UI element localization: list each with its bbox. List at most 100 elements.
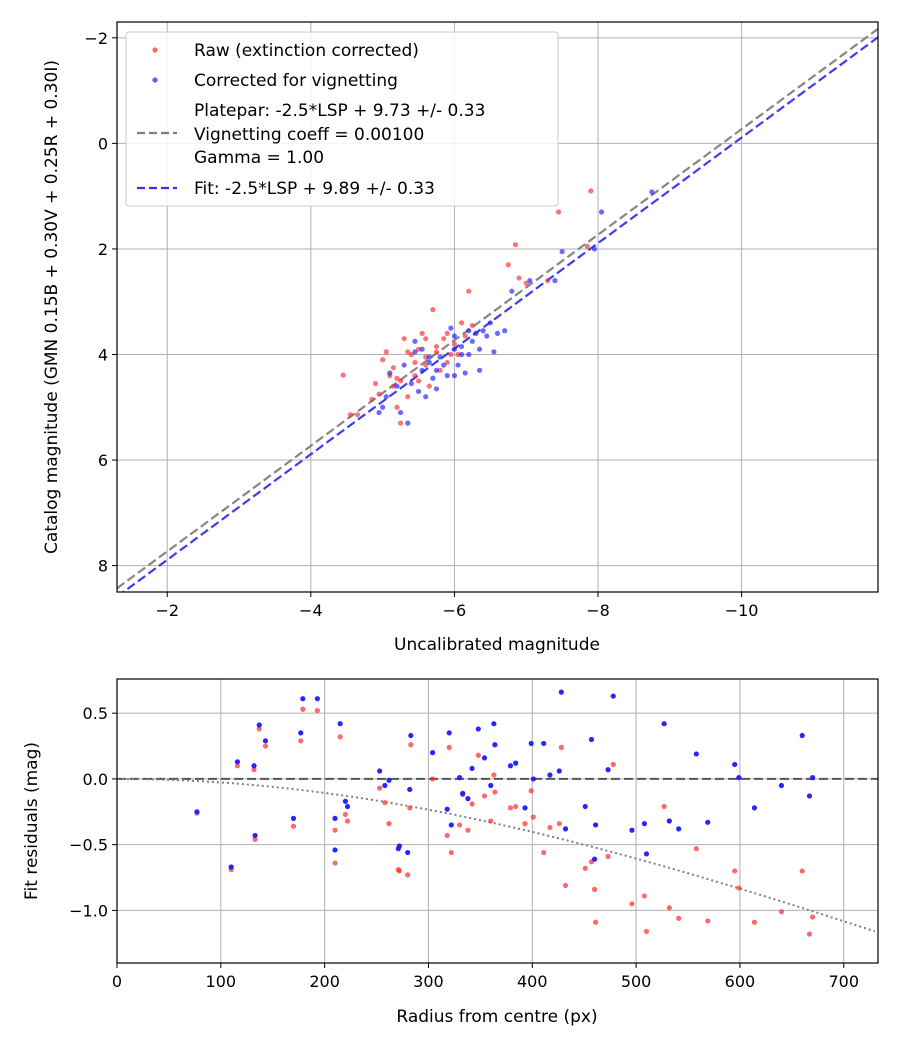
bottom-axes-frame (116, 678, 879, 964)
corrected-point (433, 386, 440, 392)
blue-residual-point (582, 803, 588, 810)
bottom-x-tick-label: 400 (517, 972, 548, 991)
blue-residual-point (556, 768, 562, 774)
corrected-point (430, 375, 436, 381)
corrected-point (426, 354, 432, 360)
raw-point (469, 322, 475, 329)
red-residual-point (475, 752, 481, 758)
corrected-point (476, 346, 483, 352)
corrected-point (527, 278, 533, 284)
legend-vignetting-label: Vignetting coeff = 0.00100 (194, 125, 424, 145)
top-x-axis-label: Uncalibrated magnitude (394, 635, 600, 655)
corrected-point (423, 394, 429, 400)
blue-residual-point (799, 732, 805, 739)
blue-residual-point (469, 765, 475, 772)
corrected-point (401, 362, 407, 368)
raw-point (369, 396, 375, 402)
vignetting-model-curve (117, 777, 876, 933)
legend-raw-marker (152, 47, 158, 53)
bottom-points (194, 689, 816, 937)
top-x-tick-label: −8 (586, 601, 610, 620)
corrected-point (455, 362, 461, 368)
corrected-point (380, 404, 386, 410)
raw-point (455, 351, 461, 358)
corrected-point (469, 338, 475, 344)
blue-residual-point (342, 798, 349, 804)
red-residual-point (806, 931, 813, 937)
raw-point (505, 262, 511, 268)
corrected-point (451, 333, 458, 339)
blue-residual-point (751, 805, 758, 811)
raw-point (588, 188, 594, 194)
raw-point (426, 383, 432, 389)
red-residual-point (337, 734, 343, 740)
blue-residual-point (228, 864, 234, 870)
top-ticks: −2 −4 −6 −8 −10 −2 0 2 4 6 8 (84, 29, 758, 620)
blue-residual-point (558, 689, 564, 695)
corrected-point (419, 367, 425, 373)
red-residual-point (314, 707, 320, 714)
blue-residual-point (377, 768, 383, 774)
legend-platepar-label: Platepar: -2.5*LSP + 9.73 +/- 0.33 (194, 101, 485, 121)
red-residual-point (386, 821, 392, 827)
blue-residual-point (448, 822, 454, 828)
corrected-point (405, 420, 411, 426)
red-residual-point (641, 893, 648, 899)
red-residual-point (591, 886, 598, 892)
raw-point (555, 209, 562, 215)
raw-point (412, 373, 418, 379)
blue-residual-point (444, 806, 450, 812)
top-fit-lines (117, 27, 878, 592)
blue-residual-point (332, 847, 338, 853)
corrected-point (412, 349, 418, 355)
bottom-y-tick-label: 0.0 (83, 770, 108, 789)
blue-residual-point (382, 782, 388, 789)
corrected-point (466, 351, 472, 358)
red-residual-point (488, 818, 494, 824)
red-residual-point (251, 767, 257, 773)
red-residual-point (234, 763, 241, 769)
top-y-tick-label: 2 (98, 240, 108, 259)
blue-residual-point (541, 740, 547, 747)
raw-point (390, 365, 397, 371)
red-residual-point (492, 789, 498, 795)
raw-point (347, 412, 353, 418)
red-residual-point (396, 868, 402, 874)
raw-point (448, 351, 454, 358)
raw-point (419, 330, 425, 336)
raw-point (340, 372, 346, 378)
red-residual-point (300, 706, 306, 712)
corrected-point (476, 367, 483, 373)
raw-point (437, 367, 443, 373)
red-residual-point (513, 803, 519, 810)
corrected-point (426, 359, 432, 366)
raw-point (372, 380, 379, 387)
blue-residual-point (492, 742, 498, 748)
legend-gamma-label: Gamma = 1.00 (194, 148, 324, 168)
blue-residual-point (446, 730, 452, 736)
blue-residual-point (693, 751, 699, 757)
red-residual-point (344, 818, 351, 824)
raw-point (423, 362, 429, 368)
blue-residual-point (252, 832, 258, 839)
blue-residual-point (314, 696, 320, 702)
raw-point (441, 336, 447, 342)
red-residual-point (799, 868, 805, 874)
red-residual-point (809, 914, 816, 920)
blue-residual-point (465, 796, 471, 802)
red-residual-point (732, 868, 738, 874)
corrected-point (451, 346, 458, 352)
raw-point (405, 349, 411, 355)
blue-residual-point (396, 843, 402, 849)
red-residual-point (332, 860, 338, 866)
red-residual-point (629, 901, 635, 907)
raw-point (397, 420, 404, 426)
corrected-point (494, 330, 501, 336)
raw-point (376, 391, 382, 397)
blue-residual-point (481, 755, 488, 761)
blue-residual-point (430, 750, 436, 756)
red-residual-point (522, 821, 528, 827)
bottom-y-tick-label: 0.5 (83, 704, 108, 723)
red-residual-point (481, 793, 488, 799)
